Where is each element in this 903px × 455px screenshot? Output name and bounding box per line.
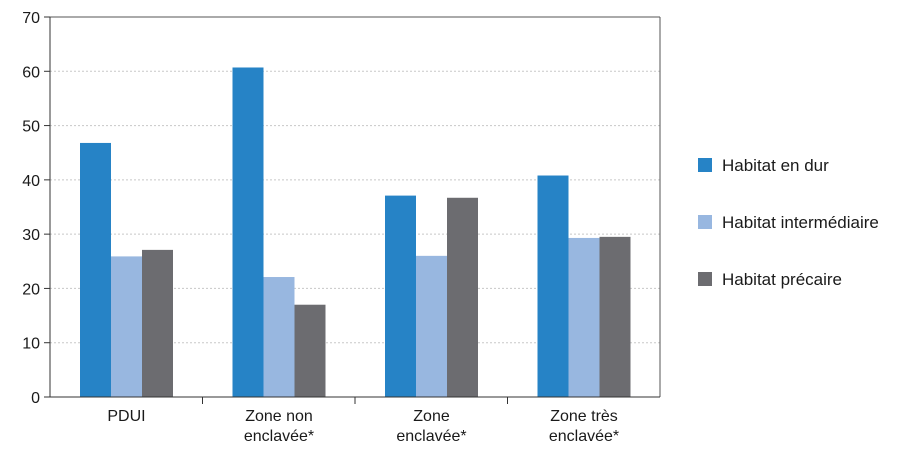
- bars: [80, 67, 631, 397]
- bar-habitat-pr-caire-1: [294, 304, 326, 397]
- legend: Habitat en dur Habitat intermédiaire Habit…: [698, 156, 879, 289]
- x-category-label: PDUI: [107, 408, 145, 425]
- y-tick-label: 70: [22, 10, 40, 27]
- bar-habitat-pr-caire-2: [447, 197, 478, 397]
- bar-habitat-interm-diaire-1: [263, 277, 295, 397]
- x-category-label: enclavée*: [549, 428, 619, 445]
- y-tick-label: 50: [22, 119, 40, 136]
- x-category-label: enclavée*: [244, 428, 314, 445]
- y-tick-label: 10: [22, 336, 40, 353]
- bar-habitat-pr-caire-3: [599, 236, 631, 397]
- x-category-label: enclavée*: [396, 428, 466, 445]
- bar-habitat-en-dur-3: [537, 175, 569, 397]
- x-category-label: Zone non: [245, 408, 313, 425]
- legend-swatch: [698, 158, 712, 172]
- bar-habitat-pr-caire-0: [142, 249, 173, 397]
- y-tick-label: 40: [22, 173, 40, 190]
- x-category-label: Zone très: [550, 408, 618, 425]
- axes: 0 10 20 30 40 50 60 70 PDUI Zone non enclavée* Zone…: [22, 10, 661, 445]
- bar-habitat-interm-diaire-2: [416, 255, 447, 397]
- bar-habitat-en-dur-0: [80, 142, 111, 397]
- bar-habitat-interm-diaire-0: [111, 256, 142, 397]
- legend-label: Habitat intermédiaire: [722, 213, 879, 232]
- y-tick-label: 0: [31, 390, 40, 407]
- y-tick-label: 60: [22, 64, 40, 81]
- bar-habitat-en-dur-2: [385, 195, 416, 397]
- y-tick-label: 30: [22, 227, 40, 244]
- legend-label: Habitat précaire: [722, 270, 842, 289]
- x-category-label: Zone: [413, 408, 450, 425]
- legend-label: Habitat en dur: [722, 156, 829, 175]
- legend-swatch: [698, 272, 712, 286]
- bar-habitat-en-dur-1: [232, 67, 264, 397]
- bar-habitat-interm-diaire-3: [568, 237, 600, 397]
- legend-swatch: [698, 215, 712, 229]
- y-tick-label: 20: [22, 281, 40, 298]
